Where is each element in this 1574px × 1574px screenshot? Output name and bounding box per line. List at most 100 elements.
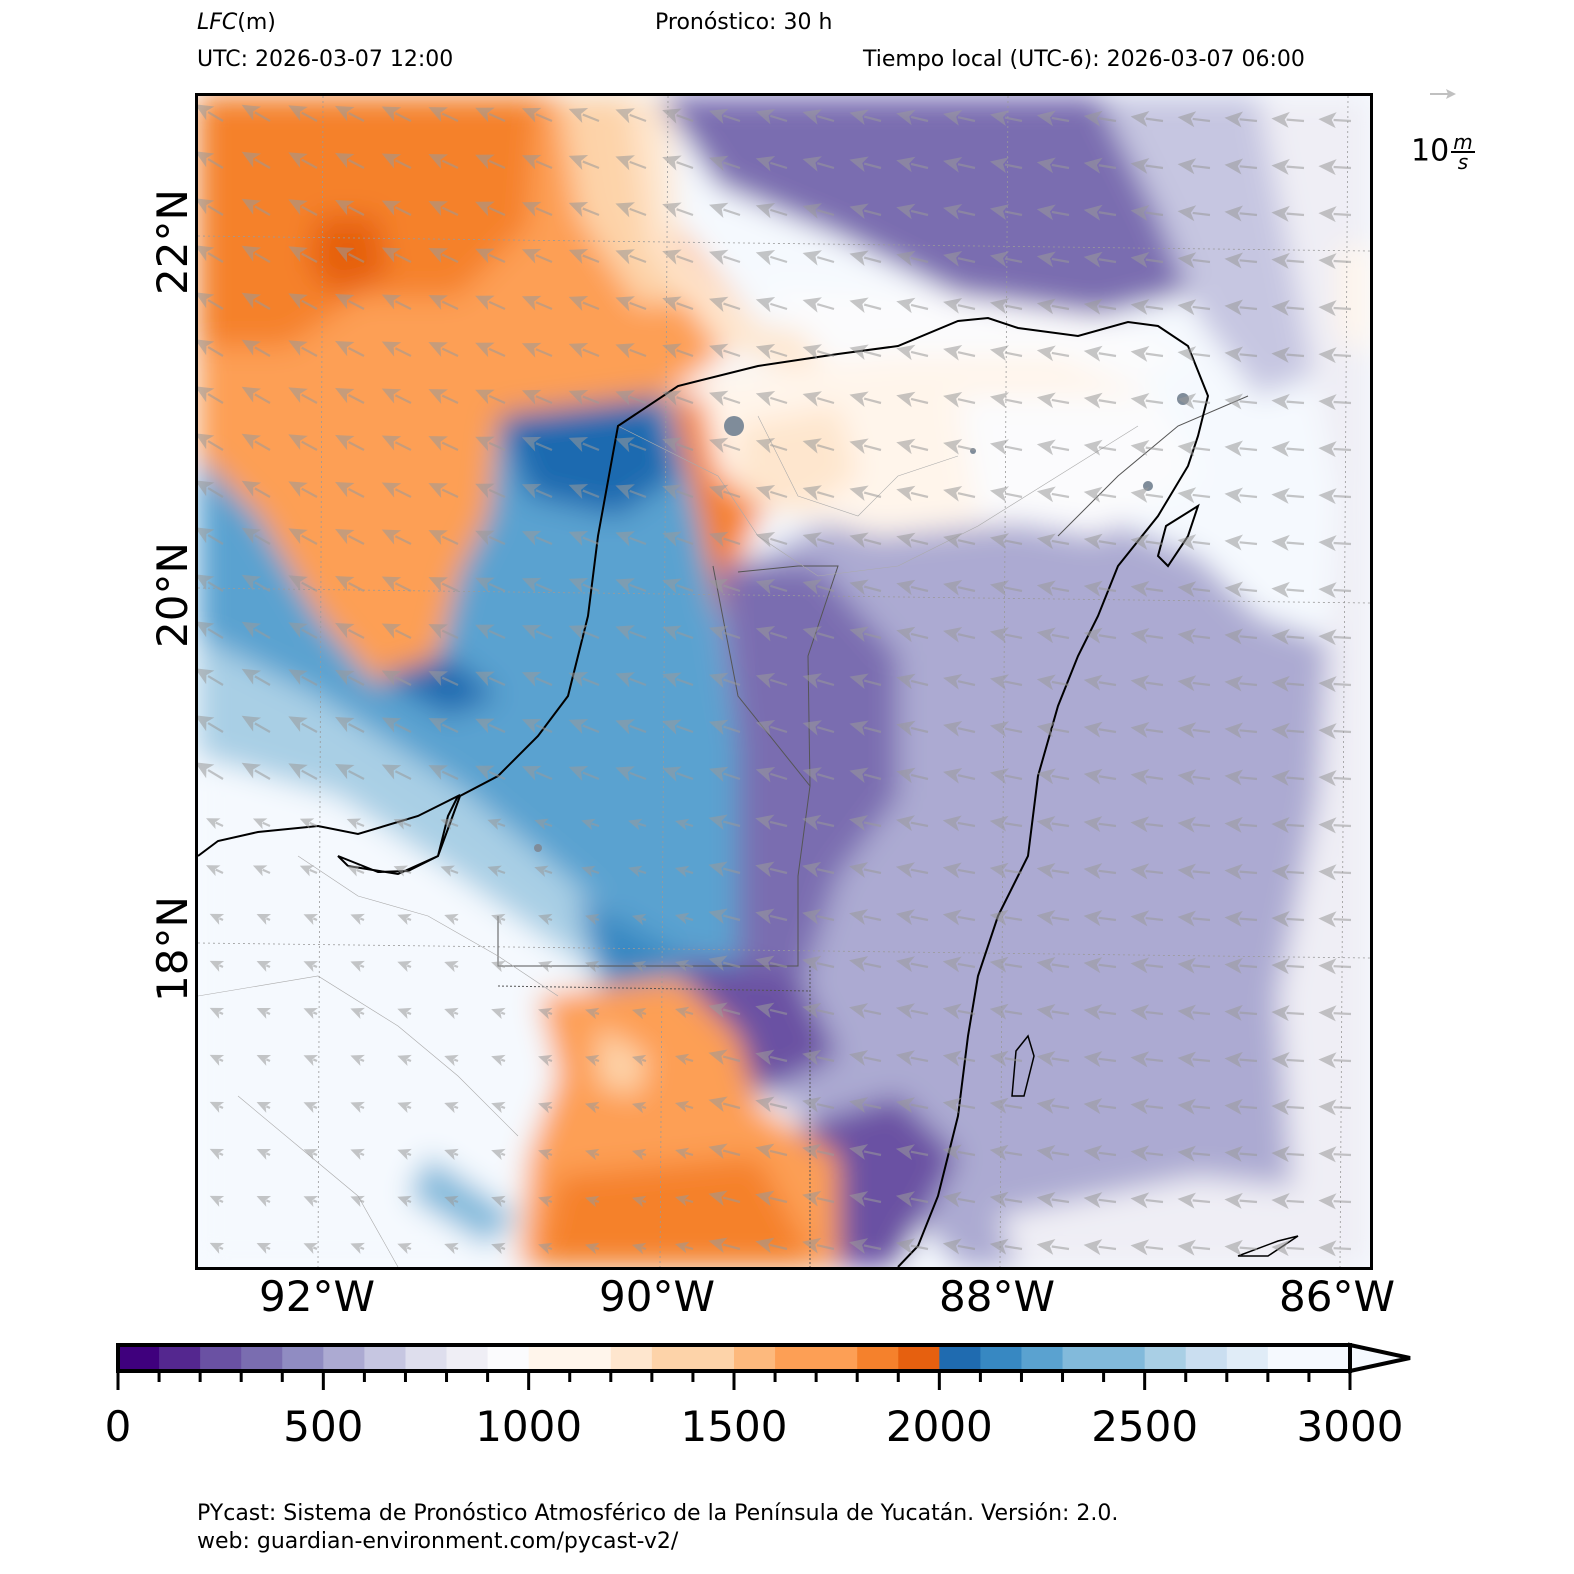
wind-arrow bbox=[662, 766, 694, 782]
wind-arrow bbox=[849, 1097, 882, 1113]
wind-arrow bbox=[615, 719, 647, 735]
colorbar-bin bbox=[1226, 1345, 1269, 1371]
wind-arrow bbox=[1224, 534, 1258, 551]
wind-arrow bbox=[1224, 957, 1258, 974]
wind-arrow bbox=[631, 1148, 647, 1161]
wind-arrow bbox=[708, 531, 741, 547]
wind-arrow bbox=[475, 765, 506, 781]
wind-arrow bbox=[534, 818, 553, 830]
wind-arrow bbox=[849, 250, 882, 266]
wind-arrow bbox=[989, 956, 1023, 973]
colorbar-bin bbox=[651, 1345, 735, 1371]
wind-arrow bbox=[568, 343, 600, 358]
wind-arrow bbox=[675, 912, 694, 925]
wind-arrow bbox=[708, 390, 741, 406]
wind-arrow bbox=[675, 1053, 694, 1066]
wind-arrow bbox=[397, 1054, 412, 1067]
wind-arrow bbox=[989, 1238, 1023, 1255]
wind-arrow bbox=[397, 960, 412, 973]
wind-arrow bbox=[487, 865, 506, 877]
wind-arrow bbox=[675, 818, 694, 831]
wind-arrow bbox=[896, 720, 929, 737]
wind-arrow bbox=[755, 343, 788, 360]
wind-arrow bbox=[708, 437, 741, 453]
wind-arrow bbox=[989, 1050, 1023, 1067]
wind-arrow bbox=[708, 1002, 741, 1019]
wind-arrow bbox=[755, 296, 788, 313]
wind-arrow bbox=[895, 862, 929, 879]
wind-arrow bbox=[1036, 298, 1070, 315]
wind-arrow bbox=[802, 861, 835, 878]
colorbar-bin bbox=[898, 1345, 940, 1371]
wind-arrow bbox=[755, 625, 788, 642]
quiver-key-unit-num: m bbox=[1451, 130, 1475, 154]
wind-arrow bbox=[802, 391, 835, 407]
wind-arrow bbox=[381, 294, 412, 310]
wind-arrow bbox=[1271, 440, 1305, 457]
wind-arrow bbox=[241, 386, 271, 404]
colorbar-bin bbox=[528, 1345, 612, 1371]
wind-arrow bbox=[849, 297, 882, 313]
wind-arrow bbox=[896, 626, 929, 643]
wind-arrow bbox=[428, 389, 459, 404]
coastline bbox=[198, 316, 1210, 1267]
wind-arrow bbox=[1271, 1193, 1305, 1210]
wind-arrow bbox=[896, 250, 929, 267]
wind-arrow bbox=[198, 762, 224, 780]
wind-arrow bbox=[1318, 253, 1352, 270]
wind-arrow bbox=[1271, 487, 1305, 504]
wind-arrow bbox=[942, 815, 976, 832]
wind-arrow bbox=[1271, 1099, 1305, 1116]
cozumel-island bbox=[1156, 503, 1200, 568]
wind-arrow bbox=[615, 202, 647, 218]
wind-arrow bbox=[491, 913, 506, 926]
wind-arrow bbox=[350, 1101, 365, 1113]
wind-arrow bbox=[198, 104, 224, 122]
wind-arrow bbox=[802, 109, 835, 125]
wind-arrow bbox=[440, 818, 459, 830]
wind-arrow bbox=[1083, 1145, 1117, 1162]
lon-label-88w: 88°W bbox=[939, 1272, 1055, 1321]
lat-label-20n: 20°N bbox=[148, 542, 197, 648]
wind-arrow bbox=[1271, 581, 1305, 598]
wind-arrow bbox=[1036, 251, 1070, 268]
variable-unit: (m) bbox=[237, 10, 276, 35]
wind-arrow bbox=[1036, 1238, 1070, 1255]
wind-arrow bbox=[849, 532, 882, 548]
wind-arrow bbox=[1224, 628, 1258, 645]
wind-arrow bbox=[198, 621, 224, 639]
wind-arrow bbox=[1130, 439, 1164, 456]
colorbar-bin bbox=[1185, 1345, 1228, 1371]
wind-arrow bbox=[1036, 110, 1070, 127]
wind-arrow bbox=[896, 767, 929, 784]
wind-arrow bbox=[1318, 112, 1352, 129]
wind-arrow bbox=[802, 1049, 835, 1066]
wind-arrow bbox=[1271, 346, 1305, 363]
wind-arrow bbox=[943, 673, 976, 690]
wind-arrow bbox=[568, 531, 600, 546]
quiver-key-label: 10 m s bbox=[1411, 130, 1475, 172]
wind-arrow bbox=[299, 818, 318, 830]
wind-arrow bbox=[538, 913, 553, 926]
wind-arrow bbox=[1130, 674, 1164, 691]
wind-arrow bbox=[802, 485, 835, 501]
wind-arrow bbox=[381, 388, 412, 404]
wind-arrow bbox=[1036, 956, 1070, 973]
wind-arrow bbox=[1318, 1193, 1352, 1210]
wind-arrow bbox=[428, 530, 459, 545]
wind-arrow bbox=[241, 433, 271, 451]
wind-arrow bbox=[1130, 863, 1164, 880]
wind-arrow bbox=[989, 1191, 1023, 1208]
wind-arrow bbox=[256, 1148, 272, 1160]
wind-arrow bbox=[521, 295, 553, 311]
wind-arrow bbox=[397, 1195, 412, 1208]
wind-arrow bbox=[1177, 816, 1211, 833]
wind-arrow bbox=[209, 1242, 225, 1254]
wind-arrow bbox=[755, 1190, 788, 1207]
wind-arrow bbox=[895, 1191, 929, 1208]
wind-arrow bbox=[584, 1101, 600, 1114]
wind-arrow bbox=[1318, 1099, 1352, 1116]
wind-arrow bbox=[303, 1101, 318, 1113]
colorbar-bin bbox=[282, 1345, 324, 1371]
wind-arrow bbox=[1177, 346, 1211, 363]
